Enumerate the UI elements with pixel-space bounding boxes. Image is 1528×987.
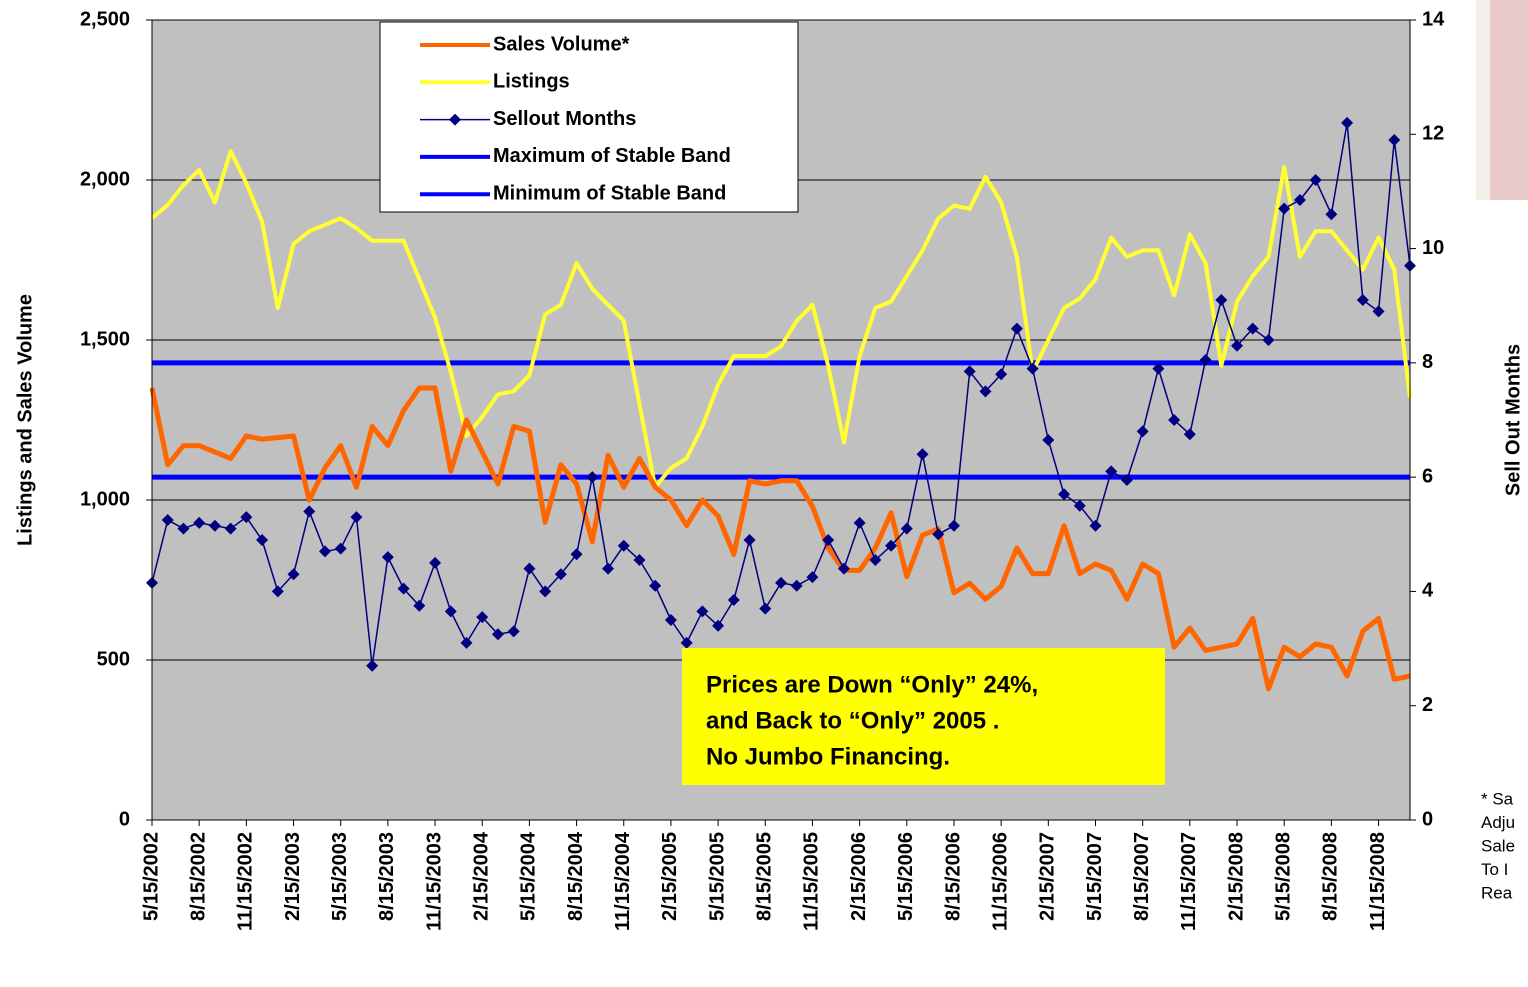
x-tick-label: 2/15/2003 <box>282 832 304 921</box>
chart: Listings and Sales Volume Sell Out Month… <box>0 0 1528 987</box>
annotation-text: No Jumbo Financing. <box>706 743 950 770</box>
x-tick-label: 8/15/2006 <box>942 832 964 921</box>
legend-label: Sellout Months <box>493 108 636 130</box>
y-tick-label: 0 <box>119 808 130 830</box>
x-tick-label: 8/15/2004 <box>565 831 587 921</box>
x-tick-label: 2/15/2005 <box>659 832 681 921</box>
legend-label: Minimum of Stable Band <box>493 182 726 204</box>
y-tick-label: 2,000 <box>80 168 130 190</box>
x-tick-label: 5/15/2004 <box>518 831 540 921</box>
x-tick-label: 11/15/2008 <box>1367 832 1389 931</box>
x-tick-label: 8/15/2008 <box>1320 832 1342 921</box>
x-tick-label: 5/15/2008 <box>1272 832 1294 921</box>
x-tick-label: 11/15/2005 <box>801 832 823 931</box>
footnote-text: Sale <box>1481 836 1515 855</box>
x-tick-label: 2/15/2008 <box>1225 832 1247 921</box>
x-tick-label: 11/15/2002 <box>235 832 257 931</box>
footnote-text: * Sa <box>1481 789 1514 808</box>
annotation-text: and Back to “Only” 2005 . <box>706 707 999 734</box>
y2-tick-label: 4 <box>1422 580 1434 602</box>
y2-tick-label: 6 <box>1422 465 1433 487</box>
y-axis-label: Listings and Sales Volume <box>14 294 36 546</box>
y2-tick-label: 2 <box>1422 694 1433 716</box>
x-tick-label: 11/15/2006 <box>989 832 1011 931</box>
legend-label: Listings <box>493 71 570 93</box>
y2-tick-label: 0 <box>1422 808 1433 830</box>
y-tick-label: 500 <box>97 648 130 670</box>
y-tick-label: 1,000 <box>80 488 130 510</box>
x-tick-label: 8/15/2002 <box>187 832 209 921</box>
footnote-text: To I <box>1481 860 1508 879</box>
x-tick-label: 8/15/2003 <box>376 832 398 921</box>
x-tick-label: 5/15/2005 <box>706 832 728 921</box>
x-tick-label: 11/15/2004 <box>612 831 634 931</box>
legend-label: Maximum of Stable Band <box>493 145 731 167</box>
x-tick-label: 11/15/2007 <box>1178 832 1200 931</box>
photo-edge <box>1476 0 1490 200</box>
annotation-text: Prices are Down “Only” 24%, <box>706 671 1038 698</box>
x-tick-label: 2/15/2006 <box>848 832 870 921</box>
x-tick-label: 5/15/2007 <box>1084 832 1106 921</box>
x-tick-label: 8/15/2005 <box>754 832 776 921</box>
y2-tick-label: 12 <box>1422 123 1444 145</box>
legend-label: Sales Volume* <box>493 33 630 55</box>
y2-tick-label: 10 <box>1422 237 1444 259</box>
x-tick-label: 2/15/2007 <box>1037 832 1059 921</box>
x-tick-label: 2/15/2004 <box>471 831 493 921</box>
x-tick-label: 8/15/2007 <box>1131 832 1153 921</box>
y2-tick-label: 8 <box>1422 351 1433 373</box>
y-tick-label: 1,500 <box>80 328 130 350</box>
y-tick-label: 2,500 <box>80 8 130 30</box>
y2-axis-label: Sell Out Months <box>1502 344 1524 496</box>
x-tick-label: 5/15/2006 <box>895 832 917 921</box>
y2-tick-label: 14 <box>1422 8 1445 30</box>
x-tick-label: 11/15/2003 <box>423 832 445 931</box>
x-tick-label: 5/15/2002 <box>140 832 162 921</box>
x-tick-label: 5/15/2003 <box>329 832 351 921</box>
footnote-text: Adju <box>1481 813 1515 832</box>
footnote-text: Rea <box>1481 883 1513 902</box>
